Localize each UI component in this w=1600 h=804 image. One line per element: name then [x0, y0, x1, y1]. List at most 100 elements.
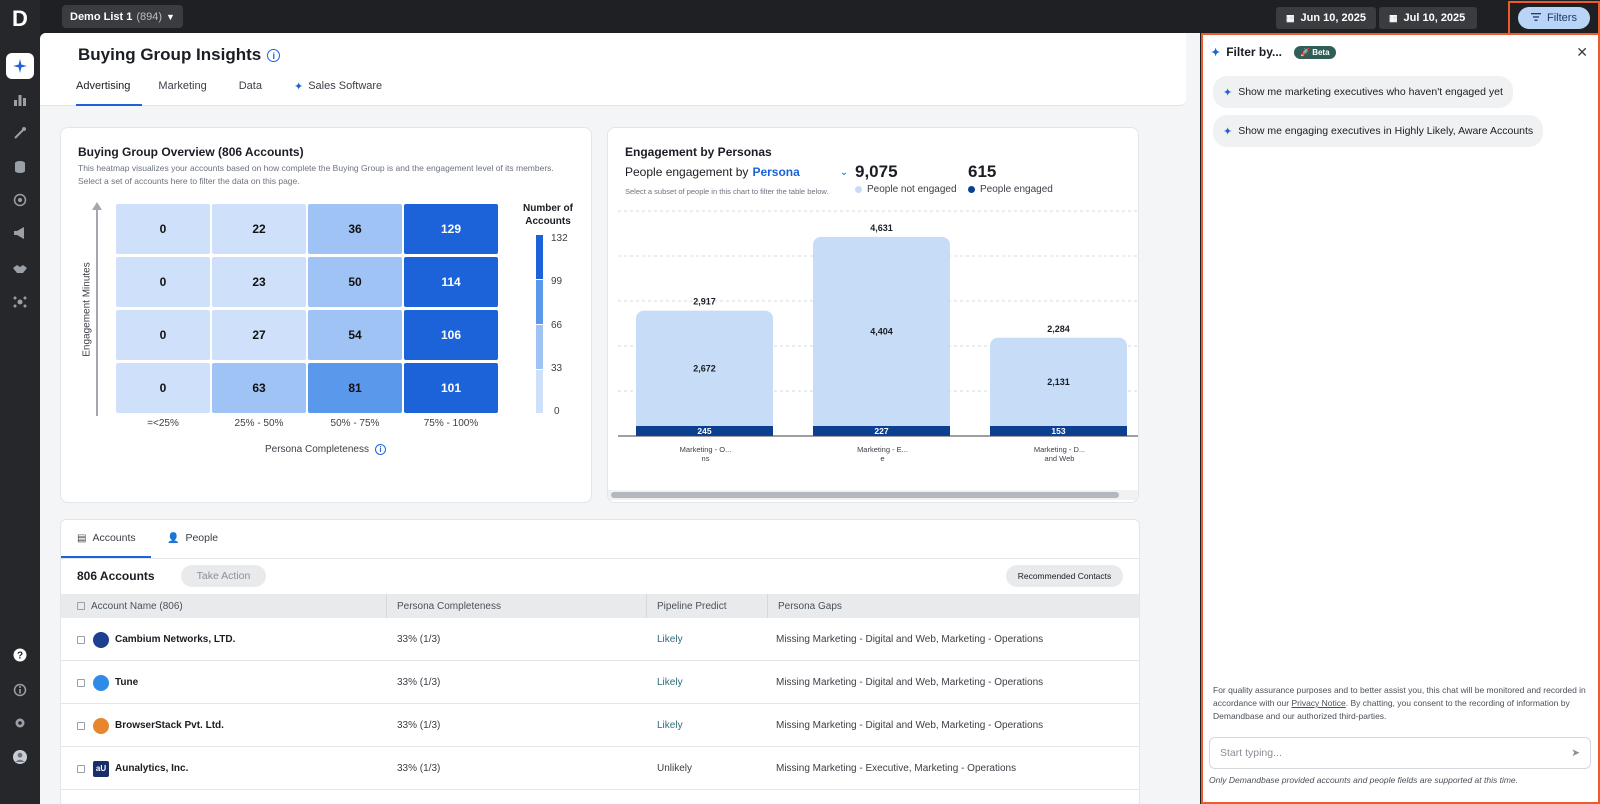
tab-sales-software[interactable]: ✦ Sales Software — [294, 80, 382, 106]
tab-label: Accounts — [92, 532, 136, 544]
list-selector[interactable]: Demo List 1 (894) ▼ — [62, 5, 183, 28]
account-name-link[interactable]: BrowserStack Pvt. Ltd. — [115, 720, 224, 731]
suggestion-chip-2[interactable]: ✦ Show me engaging executives in Highly … — [1213, 115, 1544, 147]
horizontal-scrollbar[interactable] — [608, 490, 1138, 500]
nav-database-icon[interactable] — [6, 154, 34, 180]
company-logo-icon: aU — [93, 760, 109, 777]
x-category-label: and Web — [1045, 454, 1075, 463]
bar-engaged[interactable] — [990, 426, 1127, 436]
calendar-icon: ▦ — [1286, 12, 1295, 23]
start-date-picker[interactable]: ▦ Jun 10, 2025 — [1276, 7, 1376, 29]
nav-network-icon[interactable] — [6, 289, 34, 315]
engagement-bar-chart[interactable]: 2,917 2,672 245 Marketing - O...ns 4,631 4,40… — [608, 204, 1139, 503]
nav-chart-icon[interactable] — [6, 87, 34, 113]
col-header-pipeline-predict[interactable]: Pipeline Predict — [647, 594, 768, 618]
heatmap-cell[interactable]: 27 — [212, 310, 306, 360]
info-icon[interactable] — [6, 677, 34, 703]
table-row[interactable]: aU Aunalytics, Inc. 33% (1/3) Unlikely Missi… — [61, 747, 1139, 790]
info-icon[interactable]: i — [374, 444, 386, 455]
chat-disclaimer: For quality assurance purposes and to be… — [1213, 684, 1593, 723]
x-category-label: e — [880, 454, 884, 463]
scrollbar-thumb[interactable] — [611, 492, 1119, 498]
legend-dot-dark — [968, 186, 975, 193]
heatmap-cell[interactable]: 129 — [404, 204, 498, 254]
heatmap-cell[interactable]: 63 — [212, 363, 306, 413]
col-header-persona-completeness[interactable]: Persona Completeness — [387, 594, 647, 618]
demandbase-logo[interactable]: D — [12, 6, 28, 31]
disclaimer-line-1: For quality assurance purposes and to be… — [1213, 685, 1586, 695]
table-row[interactable]: Tune 33% (1/3) Likely Missing Marketing - D… — [61, 661, 1139, 704]
y-axis-arrow — [96, 208, 98, 416]
row-checkbox[interactable] — [77, 635, 85, 644]
col-header-persona-gaps[interactable]: Persona Gaps — [768, 594, 1139, 618]
kpi-engaged-value: 615 — [968, 162, 997, 181]
help-icon[interactable]: ? — [6, 642, 34, 668]
heatmap-cell[interactable]: 0 — [116, 204, 210, 254]
nav-wand-icon[interactable] — [6, 120, 34, 146]
heatmap-cell[interactable]: 106 — [404, 310, 498, 360]
col-header-account-name[interactable]: Account Name (806) — [61, 594, 387, 618]
nav-target-icon[interactable] — [6, 187, 34, 213]
company-logo-icon — [93, 674, 109, 691]
sparkle-icon: ✦ — [1223, 86, 1233, 99]
nav-handshake-icon[interactable] — [6, 256, 34, 282]
heatmap-cell[interactable]: 81 — [308, 363, 402, 413]
tab-data[interactable]: Data — [239, 80, 262, 106]
privacy-notice-link[interactable]: Privacy Notice — [1291, 698, 1346, 708]
row-checkbox[interactable] — [77, 721, 85, 730]
col-header-label: Persona Gaps — [778, 600, 842, 612]
heatmap-cell[interactable]: 36 — [308, 204, 402, 254]
chat-input[interactable]: Start typing... ➤ — [1209, 737, 1591, 769]
kpi-not-engaged-legend[interactable]: People not engaged — [855, 184, 957, 195]
tab-label: Marketing — [158, 80, 207, 92]
close-icon[interactable]: ✕ — [1576, 44, 1588, 60]
filters-button[interactable]: Filters — [1518, 7, 1590, 29]
account-name-link[interactable]: Tune — [115, 677, 139, 688]
bar-engaged[interactable] — [813, 426, 950, 436]
overview-title: Buying Group Overview (806 Accounts) — [78, 145, 304, 159]
table-row[interactable]: Cambium Networks, LTD. 33% (1/3) Likely Mis… — [61, 618, 1139, 661]
row-checkbox[interactable] — [77, 764, 85, 773]
persona-selector[interactable]: People engagement by Persona ⌄ — [625, 165, 848, 179]
table-row[interactable]: BrowserStack Pvt. Ltd. 33% (1/3) Likely Mis… — [61, 704, 1139, 747]
row-checkbox[interactable] — [77, 678, 85, 687]
sparkle-icon: ✦ — [1223, 125, 1233, 138]
heatmap-cell[interactable]: 23 — [212, 257, 306, 307]
kpi-engaged-legend[interactable]: People engaged — [968, 184, 1053, 195]
tab-advertising[interactable]: Advertising — [76, 80, 143, 106]
heatmap-cell[interactable]: 22 — [212, 204, 306, 254]
disclaimer-text: accordance with our — [1213, 698, 1292, 708]
persona-completeness-cell: 33% (1/3) — [397, 763, 441, 774]
tab-accounts[interactable]: ▤ Accounts — [77, 532, 136, 544]
end-date-picker[interactable]: ▦ Jul 10, 2025 — [1379, 7, 1477, 29]
disclaimer-line-3: Demandbase and our authorized third-part… — [1213, 711, 1387, 721]
panel-title: Filter by... — [1226, 45, 1283, 59]
nav-megaphone-icon[interactable] — [6, 220, 34, 246]
heatmap-cell[interactable]: 0 — [116, 363, 210, 413]
user-avatar-icon[interactable] — [6, 744, 34, 770]
account-name-link[interactable]: Cambium Networks, LTD. — [115, 634, 236, 645]
recommended-contacts-button[interactable]: Recommended Contacts — [1006, 565, 1123, 587]
info-icon[interactable]: i — [267, 49, 281, 63]
suggestion-chip-1[interactable]: ✦ Show me marketing executives who haven… — [1213, 76, 1513, 108]
bar-engaged[interactable] — [636, 426, 773, 436]
nav-insights-sparkle-icon[interactable] — [6, 53, 34, 79]
persona-completeness-cell: 33% (1/3) — [397, 677, 441, 688]
heatmap-cell[interactable]: 54 — [308, 310, 402, 360]
tab-people[interactable]: 👤 People — [167, 532, 218, 544]
legend-title-line2: Accounts — [525, 216, 571, 227]
heatmap-cell[interactable]: 101 — [404, 363, 498, 413]
settings-gear-icon[interactable] — [6, 710, 34, 736]
accounts-count: 806 Accounts — [77, 569, 155, 583]
send-icon[interactable]: ➤ — [1571, 747, 1580, 759]
heatmap-cell[interactable]: 50 — [308, 257, 402, 307]
heatmap-cell[interactable]: 0 — [116, 310, 210, 360]
heatmap-cell[interactable]: 0 — [116, 257, 210, 307]
tab-marketing[interactable]: Marketing — [158, 80, 206, 106]
take-action-button[interactable]: Take Action — [181, 565, 266, 587]
col-header-label: Pipeline Predict — [657, 600, 727, 612]
select-all-checkbox[interactable] — [77, 602, 85, 610]
heatmap-cell[interactable]: 114 — [404, 257, 498, 307]
account-name-link[interactable]: Aunalytics, Inc. — [115, 763, 189, 774]
kpi-not-engaged-value: 9,075 — [855, 162, 898, 181]
